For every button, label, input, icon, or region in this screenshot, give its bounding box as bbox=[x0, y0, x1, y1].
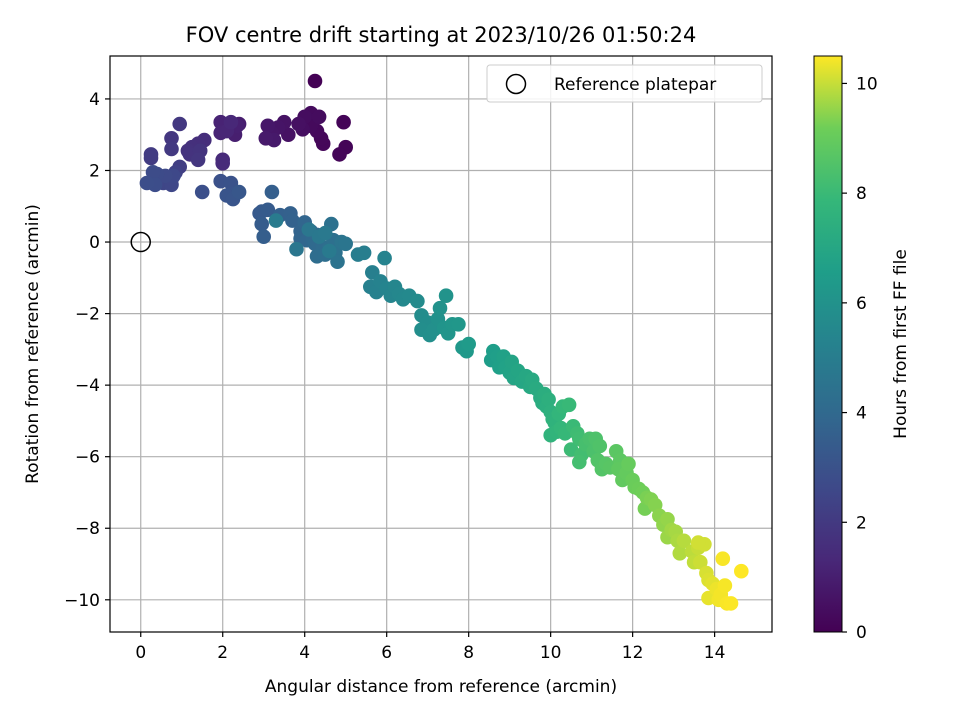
x-tick-label: 10 bbox=[540, 643, 562, 663]
data-point bbox=[260, 202, 276, 218]
data-point bbox=[164, 141, 179, 157]
y-tick-label: −2 bbox=[75, 305, 100, 325]
data-point bbox=[307, 73, 323, 89]
x-tick-label: 0 bbox=[135, 643, 146, 663]
data-point bbox=[291, 116, 306, 132]
data-point bbox=[223, 114, 239, 130]
data-point bbox=[672, 546, 688, 561]
colorbar-tick-label: 6 bbox=[856, 294, 867, 314]
colorbar: 0 2 4 6 8 10 Hours from first FF file bbox=[813, 55, 911, 643]
data-point bbox=[461, 336, 477, 352]
data-point bbox=[410, 293, 425, 309]
data-point bbox=[164, 131, 179, 146]
data-point bbox=[143, 150, 159, 166]
y-tick-label: −6 bbox=[75, 448, 100, 468]
data-point bbox=[356, 245, 372, 261]
colorbar-tick-label: 2 bbox=[856, 513, 867, 533]
data-point bbox=[451, 317, 466, 332]
data-point bbox=[377, 250, 392, 266]
x-tick-label: 6 bbox=[381, 643, 392, 663]
data-point bbox=[260, 118, 276, 134]
data-point bbox=[717, 578, 733, 593]
legend-box bbox=[486, 64, 763, 103]
legend: Reference platepar bbox=[486, 64, 763, 103]
data-point bbox=[231, 184, 247, 200]
data-point bbox=[332, 147, 347, 162]
data-point bbox=[336, 114, 351, 130]
legend-reference-marker-icon bbox=[505, 73, 527, 95]
x-axis-ticks: 0 2 4 6 8 10 12 14 bbox=[135, 632, 725, 663]
data-point bbox=[256, 229, 272, 244]
colorbar-label: Hours from first FF file bbox=[891, 249, 911, 439]
y-axis-ticks: −10 −8 −6 −4 −2 0 2 4 bbox=[64, 90, 110, 611]
data-point bbox=[690, 535, 706, 550]
data-point bbox=[139, 175, 155, 191]
x-axis-label: Angular distance from reference (arcmin) bbox=[265, 677, 617, 697]
data-point bbox=[432, 300, 448, 316]
reference-marker-layer bbox=[130, 231, 151, 253]
y-tick-label: −10 bbox=[64, 591, 100, 611]
data-points bbox=[139, 73, 749, 611]
data-point bbox=[258, 131, 274, 146]
x-tick-label: 2 bbox=[217, 643, 228, 663]
colorbar-ticks: 0 2 4 6 8 10 bbox=[842, 74, 878, 643]
data-point bbox=[264, 184, 280, 200]
colorbar-tick-label: 0 bbox=[856, 623, 867, 643]
data-point bbox=[172, 116, 187, 132]
data-point bbox=[572, 454, 587, 470]
data-point bbox=[621, 456, 636, 472]
data-point bbox=[561, 397, 577, 413]
data-point bbox=[338, 236, 354, 252]
plot-frame bbox=[109, 55, 773, 633]
data-point bbox=[541, 392, 556, 407]
data-point bbox=[190, 152, 206, 168]
data-point bbox=[734, 563, 749, 579]
data-point bbox=[289, 241, 304, 257]
data-point bbox=[281, 127, 296, 142]
colorbar-tick-label: 10 bbox=[856, 74, 878, 94]
data-point bbox=[715, 551, 731, 566]
data-point bbox=[301, 222, 317, 237]
x-tick-label: 8 bbox=[463, 643, 474, 663]
data-point bbox=[145, 165, 161, 180]
data-point bbox=[285, 213, 300, 228]
data-point bbox=[693, 554, 708, 570]
data-point bbox=[723, 596, 739, 611]
legend-entry-label: Reference platepar bbox=[554, 75, 716, 95]
chart-title: FOV centre drift starting at 2023/10/26 … bbox=[186, 23, 697, 47]
y-tick-label: −8 bbox=[75, 519, 100, 539]
colorbar-tick-label: 4 bbox=[856, 404, 867, 424]
colorbar-gradient bbox=[813, 55, 843, 633]
y-tick-label: 4 bbox=[89, 90, 100, 110]
data-point bbox=[330, 254, 345, 269]
reference-platepar-marker bbox=[130, 231, 151, 253]
data-point bbox=[676, 533, 692, 549]
data-point bbox=[322, 243, 337, 259]
data-point bbox=[194, 184, 210, 200]
data-point bbox=[592, 438, 608, 454]
data-point bbox=[317, 225, 333, 241]
data-point bbox=[215, 156, 230, 171]
y-tick-label: 0 bbox=[89, 233, 100, 253]
data-point bbox=[311, 109, 327, 125]
data-point bbox=[268, 213, 284, 228]
x-tick-label: 4 bbox=[299, 643, 310, 663]
x-tick-label: 12 bbox=[622, 643, 644, 663]
y-axis-label: Rotation from reference (arcmin) bbox=[23, 204, 43, 484]
data-point bbox=[438, 288, 454, 304]
x-tick-label: 14 bbox=[704, 643, 726, 663]
y-tick-label: −4 bbox=[75, 376, 100, 396]
colorbar-tick-label: 8 bbox=[856, 184, 867, 204]
y-tick-label: 2 bbox=[89, 161, 100, 181]
data-point bbox=[254, 216, 269, 232]
